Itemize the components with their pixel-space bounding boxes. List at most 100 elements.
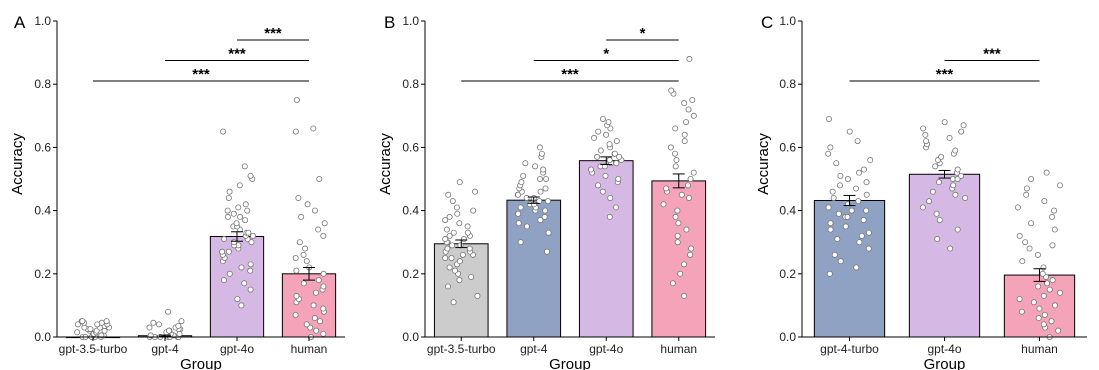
data-point [472,188,479,195]
data-point [449,242,456,249]
data-point [543,175,550,182]
x-tick-label: gpt-4 [151,342,179,356]
data-point [176,330,183,337]
data-point [595,128,602,135]
data-point [844,175,851,182]
data-point [675,220,682,227]
data-point [456,220,463,227]
data-point [300,280,307,287]
significance-label: *** [561,66,579,83]
data-point [1040,292,1047,299]
data-point [865,245,872,252]
data-point [1022,239,1029,246]
data-point [681,292,688,299]
data-point [690,112,697,119]
data-point [833,160,840,167]
x-tick-label: gpt-4o [927,342,961,356]
data-point [247,172,254,179]
data-point [920,125,927,132]
data-point [686,194,693,201]
data-point [310,302,317,309]
data-point [687,175,694,182]
data-point [543,248,550,255]
data-point [247,286,254,293]
data-point [681,138,688,145]
data-point [224,207,231,214]
y-tick-label: 0.4 [34,204,51,218]
data-point [935,179,942,186]
data-point [826,270,833,277]
data-point [315,277,322,284]
y-tick-label: 0.8 [34,77,51,91]
data-point [241,280,248,287]
data-point [825,150,832,157]
data-point [834,236,841,243]
data-point [537,175,544,182]
data-point [1040,321,1047,328]
data-point [235,204,242,211]
data-point [303,258,310,265]
data-point [247,261,254,268]
data-point [231,239,238,246]
data-point [445,283,452,290]
data-point [667,144,674,151]
data-point [836,182,843,189]
data-point [219,248,226,255]
data-point [947,245,954,252]
data-point [591,134,598,141]
data-point [829,188,836,195]
significance-label: * [640,25,646,42]
data-point [863,207,870,214]
data-point [1056,182,1063,189]
data-point [831,251,838,258]
data-point [848,207,855,214]
data-point [853,264,860,271]
x-tick-label: gpt-4o [589,342,623,356]
data-point [601,163,608,170]
data-point [595,182,602,189]
data-point [523,223,530,230]
data-point [446,264,453,271]
data-point [178,318,185,325]
data-point [856,169,863,176]
data-point [165,327,172,334]
y-tick-label: 0.0 [34,330,51,344]
bar-gpt-4o [209,236,265,338]
data-point [464,229,471,236]
data-point [242,217,249,224]
data-point [1030,299,1037,306]
data-point [1052,302,1059,309]
data-point [220,128,227,135]
y-tick-label: 0.0 [779,330,796,344]
data-point [606,141,613,148]
data-point [450,229,457,236]
data-point [1016,232,1023,239]
data-point [668,87,675,94]
data-point [919,204,926,211]
data-point [1049,277,1056,284]
data-point [236,182,243,189]
data-point [952,147,959,154]
data-point [452,267,459,274]
data-point [861,166,868,173]
data-point [247,267,254,274]
data-point [1039,270,1046,277]
data-point [1049,242,1056,249]
data-point [320,283,327,290]
data-point [295,194,302,201]
data-point [825,115,832,122]
data-point [863,179,870,186]
data-point [825,204,832,211]
data-point [603,131,610,138]
data-point [681,261,688,268]
significance-label: *** [936,66,954,83]
data-point [616,153,623,160]
data-point [837,258,844,265]
data-point [615,175,622,182]
data-point [607,194,614,201]
data-point [858,232,865,239]
data-point [442,236,449,243]
y-tick-label: 0.8 [402,77,419,91]
